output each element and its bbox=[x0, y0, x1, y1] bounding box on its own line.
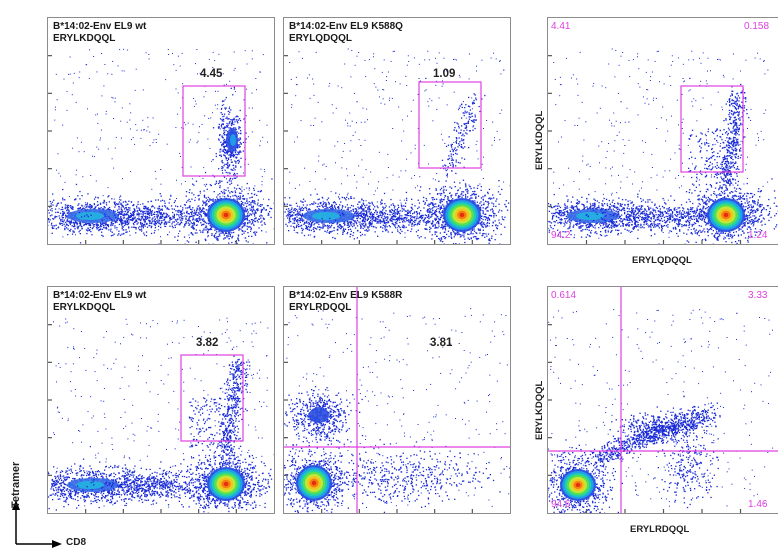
plot-panel-1: B*14:02-Env EL9 wt ERYLKDQQL 4.45 bbox=[47, 17, 275, 245]
quad-ur-2: 3.33 bbox=[748, 290, 768, 301]
density-plot-3 bbox=[48, 317, 274, 513]
quad-ylabel-1: ERYLKDQQL bbox=[534, 110, 545, 170]
gate-value-2: 1.09 bbox=[433, 68, 456, 80]
gate-value-4: 3.81 bbox=[430, 337, 453, 349]
quad-lr-1: 1.24 bbox=[748, 230, 768, 241]
quad-panel-1: 4.41 0.158 94.2 1.24 bbox=[547, 17, 778, 245]
gate-value-3: 3.82 bbox=[196, 337, 219, 349]
quad-ylabel-2: ERYLKDQQL bbox=[534, 380, 545, 440]
panel-title-4: B*14:02-Env EL9 K588R ERYLRDQQL bbox=[289, 290, 403, 313]
gate-value-1: 4.45 bbox=[200, 68, 223, 80]
density-plot-4 bbox=[284, 287, 510, 513]
quad-lr-2: 1.46 bbox=[748, 499, 768, 510]
quad-ul-1: 4.41 bbox=[551, 21, 571, 32]
quad-ll-2: 94.6 bbox=[551, 499, 571, 510]
plot-panel-4: B*14:02-Env EL9 K588R ERYLRDQQL 3.81 bbox=[283, 286, 511, 514]
quad-xlabel-1: ERYLQDQQL bbox=[632, 255, 692, 266]
axis-arrows bbox=[12, 500, 62, 548]
density-plot-1 bbox=[48, 48, 274, 244]
quad-ll-1: 94.2 bbox=[551, 230, 571, 241]
quad-ur-1: 0.158 bbox=[744, 21, 770, 32]
panel-title-2: B*14:02-Env EL9 K588Q ERYLQDQQL bbox=[289, 21, 403, 44]
quad-ul-2: 0.614 bbox=[551, 290, 577, 301]
plot-panel-2: B*14:02-Env EL9 K588Q ERYLQDQQL 1.09 bbox=[283, 17, 511, 245]
quad-plot-1 bbox=[548, 48, 778, 244]
panel-title-3: B*14:02-Env EL9 wt ERYLKDQQL bbox=[53, 290, 147, 313]
quad-panel-2: 0.614 3.33 94.6 1.46 bbox=[547, 286, 778, 514]
quad-plot-2 bbox=[548, 287, 778, 513]
tetramer-label: Tetramer bbox=[10, 461, 22, 508]
plot-panel-3: B*14:02-Env EL9 wt ERYLKDQQL 3.82 bbox=[47, 286, 275, 514]
quad-xlabel-2: ERYLRDQQL bbox=[630, 524, 690, 535]
panel-title-1: B*14:02-Env EL9 wt ERYLKDQQL bbox=[53, 21, 147, 44]
density-plot-2 bbox=[284, 48, 510, 244]
cd8-label: CD8 bbox=[66, 537, 87, 548]
